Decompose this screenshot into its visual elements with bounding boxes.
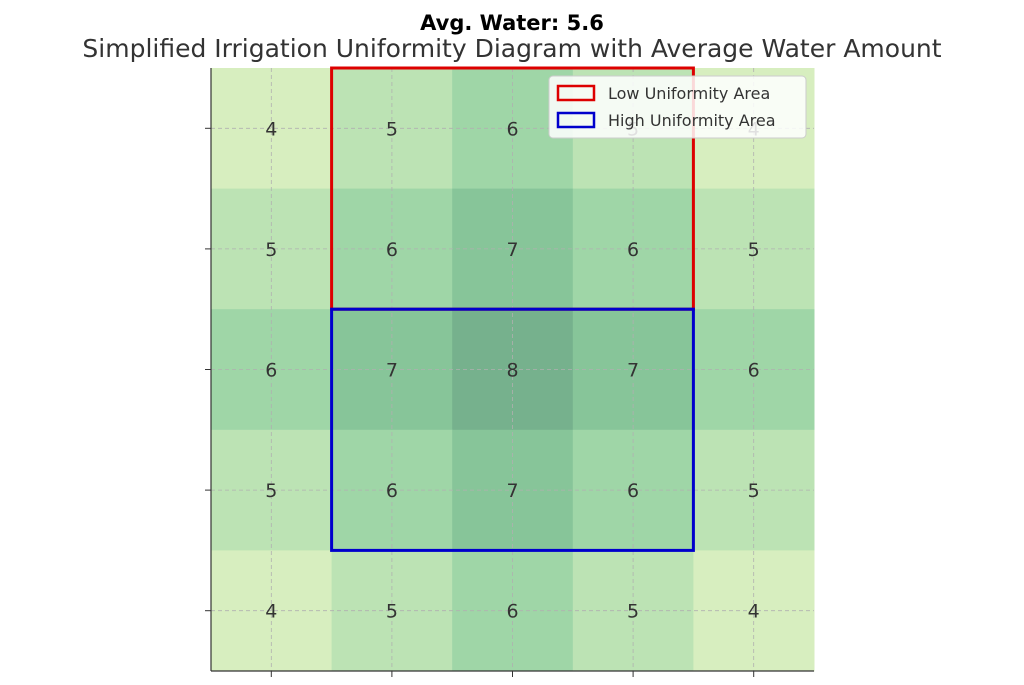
cell-value-label: 7 — [506, 480, 518, 502]
chart-suptitle: Avg. Water: 5.6 — [420, 11, 604, 35]
cell-value-label: 6 — [386, 480, 398, 502]
cell-value-label: 8 — [506, 360, 518, 382]
high-uniformity-region — [330, 307, 695, 552]
cell-value-label: 6 — [506, 601, 518, 623]
chart-title: Simplified Irrigation Uniformity Diagram… — [82, 34, 941, 63]
cell-value-label: 6 — [627, 239, 639, 261]
axes — [205, 68, 814, 677]
cell-value-label: 6 — [386, 239, 398, 261]
cell-value-label: 6 — [627, 480, 639, 502]
cell-value-label: 5 — [748, 239, 760, 261]
legend: Low Uniformity Area High Uniformity Area — [548, 75, 807, 139]
legend-label-high: High Uniformity Area — [608, 111, 776, 130]
legend-box — [548, 75, 807, 139]
cell-value-label: 4 — [748, 601, 760, 623]
cell-value-label: 5 — [265, 480, 277, 502]
grid-lines — [211, 68, 814, 671]
cell-value-label: 5 — [386, 601, 398, 623]
legend-swatch-low — [556, 84, 596, 102]
cell-value-label: 7 — [506, 239, 518, 261]
cell-value-label: 5 — [265, 239, 277, 261]
cell-value-label: 7 — [627, 360, 639, 382]
legend-swatch-high — [556, 111, 596, 129]
cell-value-label: 5 — [748, 480, 760, 502]
uniformity-regions — [330, 66, 695, 552]
cell-value-label: 6 — [265, 360, 277, 382]
legend-label-low: Low Uniformity Area — [608, 84, 770, 103]
cell-value-label: 4 — [265, 118, 277, 140]
cell-value-label: 5 — [627, 601, 639, 623]
cell-value-label: 6 — [506, 118, 518, 140]
cell-value-label: 5 — [386, 118, 398, 140]
cell-value-label: 7 — [386, 360, 398, 382]
cell-value-label: 6 — [748, 360, 760, 382]
cell-value-label: 4 — [265, 601, 277, 623]
